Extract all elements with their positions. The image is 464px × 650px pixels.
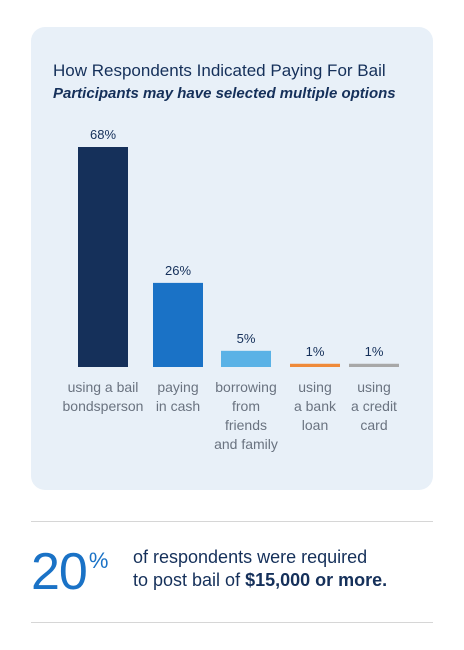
- category-label-0-line-0: using a bail: [68, 379, 139, 395]
- stat-line-2: to post bail of $15,000 or more.: [133, 569, 387, 592]
- category-label-2-line-0: borrowing: [215, 379, 276, 395]
- category-label-2-line-1: from: [232, 398, 260, 414]
- bar-2: [221, 350, 271, 367]
- category-label-2-line-2: friends: [225, 417, 267, 433]
- stat-line-1: of respondents were required: [133, 547, 368, 567]
- category-label-4-line-1: a credit: [351, 398, 397, 414]
- category-label-3-line-2: loan: [302, 417, 328, 433]
- bar-3: [290, 363, 340, 367]
- stat-unit: %: [88, 548, 109, 573]
- bar-1: [153, 282, 203, 367]
- stat-number: 20: [31, 543, 88, 601]
- stat-figure: 20%: [31, 544, 108, 608]
- category-label-3-line-0: using: [298, 379, 331, 395]
- category-label-3-line-1: a bank: [294, 398, 337, 414]
- stat-line-2-emphasis: $15,000 or more.: [245, 570, 388, 590]
- chart-title: How Respondents Indicated Paying For Bai…: [53, 61, 386, 80]
- chart-subtitle: Participants may have selected multiple …: [53, 85, 396, 102]
- category-label-0-line-1: bondsperson: [63, 398, 144, 414]
- chart-card: How Respondents Indicated Paying For Bai…: [31, 27, 433, 490]
- value-label-3: 1%: [306, 344, 325, 359]
- category-label-1-line-0: paying: [157, 379, 198, 395]
- category-label-4-line-2: card: [360, 417, 387, 433]
- value-label-1: 26%: [165, 263, 191, 278]
- value-label-4: 1%: [365, 344, 384, 359]
- stat-line-2-prefix: to post bail of: [133, 570, 246, 590]
- value-label-2: 5%: [237, 331, 256, 346]
- bar-chart: 68% using a bail bondsperson 26% paying in ca…: [63, 127, 399, 452]
- divider-bottom: [31, 622, 433, 623]
- category-label-4-line-0: using: [357, 379, 390, 395]
- category-label-2-line-3: and family: [214, 436, 278, 452]
- divider-top: [31, 521, 433, 522]
- bar-4: [349, 363, 399, 367]
- bar-0: [78, 147, 128, 367]
- value-label-0: 68%: [90, 127, 116, 142]
- stat-description: of respondents were required to post bai…: [133, 546, 387, 592]
- category-label-1-line-1: in cash: [156, 398, 200, 414]
